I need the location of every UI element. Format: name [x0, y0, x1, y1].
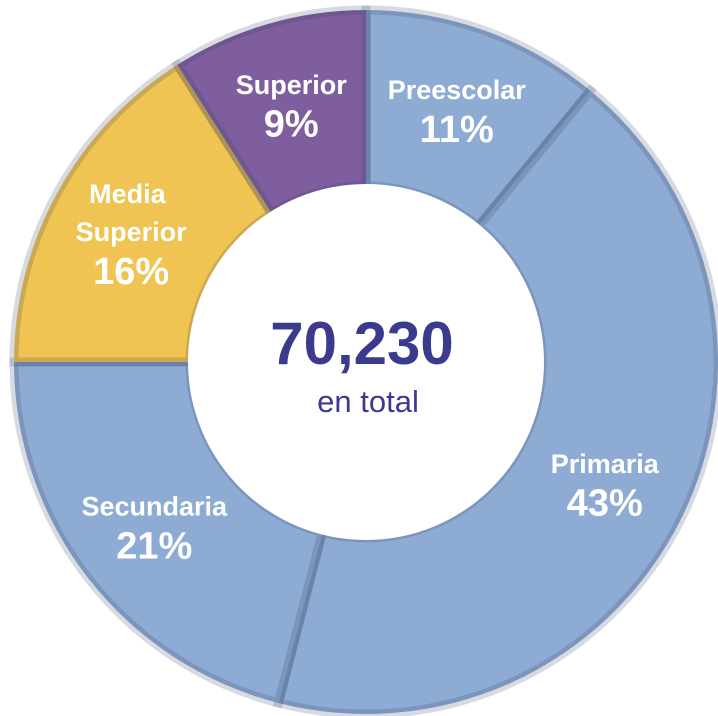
slice-value-label: 11% — [420, 109, 494, 151]
slices — [9, 5, 718, 716]
donut-hole — [188, 184, 544, 540]
slice-label: Primaria — [551, 449, 660, 479]
slice-value-label: 21% — [116, 525, 192, 567]
slice-value-label: 16% — [93, 251, 169, 293]
slice-label: Secundaria — [81, 491, 228, 521]
slice-label: Media Superior — [76, 179, 188, 247]
center-subtext: en total — [317, 384, 419, 419]
slice-label: Preescolar — [388, 75, 527, 105]
center-total: 70,230 — [270, 310, 454, 377]
slice-value-label: 9% — [264, 104, 319, 146]
slice-value-label: 43% — [567, 483, 643, 525]
slice-label: Superior — [236, 70, 348, 100]
